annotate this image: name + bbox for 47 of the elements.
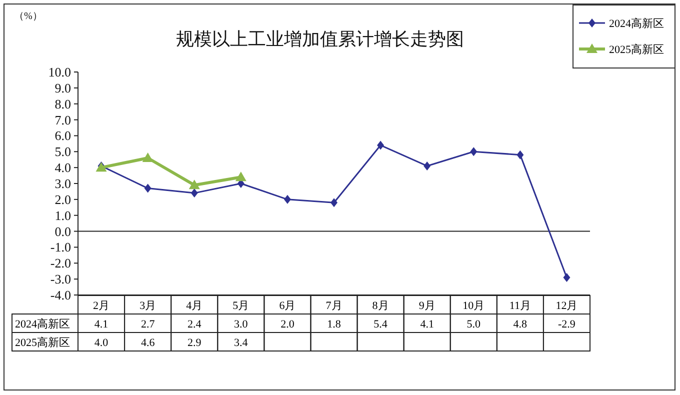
x-tick-label: 10月 (462, 300, 485, 312)
y-tick-label: 6.0 (54, 128, 71, 144)
chart-title: 规模以上工业增加值累计增长走势图 (176, 29, 464, 49)
data-label: 3.4 (234, 337, 248, 349)
data-label: 4.0 (94, 337, 109, 349)
data-label: 1.8 (327, 318, 342, 330)
legend-label: 2024高新区 (609, 17, 664, 30)
data-label: 4.1 (94, 318, 108, 330)
y-tick-label: 4.0 (54, 160, 71, 176)
y-tick-label: 10.0 (48, 64, 71, 80)
y-tick-label: 7.0 (54, 112, 71, 128)
y-tick-label: -4.0 (50, 288, 71, 302)
data-label: 5.0 (466, 318, 482, 330)
x-tick-label: 4月 (186, 300, 203, 312)
y-tick-label: -2.0 (50, 256, 71, 271)
data-label: 5.4 (374, 318, 388, 330)
y-tick-label: 8.0 (54, 96, 71, 112)
text: 2024高新区 (15, 318, 70, 330)
y-tick-label: 3.0 (54, 176, 71, 191)
data-label: 3.0 (234, 318, 248, 330)
y-tick-label: 9.0 (54, 80, 71, 96)
data-label: 2.9 (187, 337, 202, 349)
y-tick-label: 0.0 (54, 224, 71, 239)
y-tick-label: 1.0 (54, 208, 71, 223)
x-tick-label: 8月 (372, 300, 389, 312)
data-label: 4.8 (513, 318, 528, 330)
legend-label: 2025高新区 (609, 43, 664, 56)
x-tick-label: 11月 (509, 300, 531, 312)
data-label: -2.9 (558, 318, 576, 330)
data-label: 4.1 (420, 318, 434, 330)
y-tick-label: 2.0 (54, 192, 71, 207)
x-tick-label: 9月 (418, 300, 436, 312)
y-tick-label: 5.0 (54, 144, 71, 160)
text: 2025高新区 (15, 337, 70, 349)
x-tick-label: 3月 (140, 300, 156, 312)
data-label: 2.7 (140, 318, 156, 330)
y-axis-title: （%） (14, 11, 42, 22)
data-label: 2.0 (280, 318, 295, 330)
y-tick-label: -1.0 (50, 240, 71, 255)
data-label: 2.4 (187, 318, 202, 330)
x-tick-label: 6月 (279, 300, 296, 312)
y-tick-label: -3.0 (50, 272, 71, 287)
x-tick-label: 12月 (556, 300, 578, 312)
data-label: 4.6 (140, 337, 156, 349)
x-tick-label: 7月 (326, 300, 342, 312)
x-tick-label: 5月 (232, 300, 250, 312)
x-tick-label: 2月 (93, 300, 110, 312)
